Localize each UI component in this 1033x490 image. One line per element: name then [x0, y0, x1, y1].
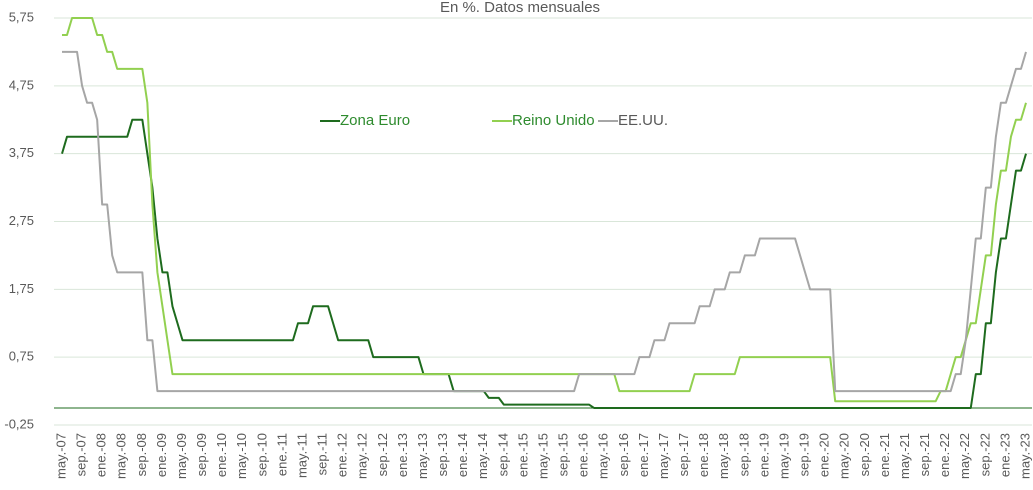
y-tick-label: 1,75 [9, 281, 34, 296]
y-tick-label: 5,75 [9, 9, 34, 24]
x-tick-label: may.-14 [475, 433, 490, 479]
x-tick-label: ene.-10 [214, 433, 229, 477]
x-tick-label: may.-16 [596, 433, 611, 479]
x-tick-label: may.-11 [294, 433, 309, 478]
x-tick-label: may.-09 [174, 433, 189, 479]
x-tick-label: ene.-16 [576, 433, 591, 477]
x-tick-label: ene.-17 [636, 433, 651, 477]
x-tick-label: ene.-18 [696, 433, 711, 477]
x-tick-label: sep.-12 [375, 433, 390, 476]
x-tick-label: sep.-19 [797, 433, 812, 476]
x-tick-label: may.-13 [415, 433, 430, 479]
x-tick-label: sep.-09 [194, 433, 209, 476]
chart-subtitle: En %. Datos mensuales [440, 0, 600, 16]
x-tick-label: ene.-08 [94, 433, 109, 477]
y-tick-label: 3,75 [9, 145, 34, 160]
x-tick-label: may.-23 [1017, 433, 1032, 479]
x-tick-label: ene.-14 [455, 433, 470, 477]
x-tick-label: may.-19 [776, 433, 791, 479]
x-tick-label: sep.-11 [315, 433, 330, 475]
x-tick-label: sep.-22 [977, 433, 992, 476]
x-tick-label: sep.-18 [736, 433, 751, 476]
x-tick-label: may.-18 [716, 433, 731, 479]
x-tick-label: sep.-13 [435, 433, 450, 476]
x-tick-label: may.-10 [234, 433, 249, 479]
x-tick-label: ene.-19 [756, 433, 771, 477]
x-tick-label: ene.-23 [997, 433, 1012, 477]
y-tick-label: 2,75 [9, 213, 34, 228]
legend-label: EE.UU. [618, 112, 668, 129]
x-tick-label: sep.-20 [857, 433, 872, 476]
y-tick-label: 4,75 [9, 77, 34, 92]
x-tick-label: may.-17 [656, 433, 671, 479]
x-tick-label: may.-12 [355, 433, 370, 479]
x-tick-label: may.-08 [114, 433, 129, 479]
x-tick-label: ene.-22 [937, 433, 952, 477]
x-tick-label: sep.-21 [917, 433, 932, 476]
x-tick-label: sep.-14 [495, 433, 510, 476]
x-tick-label: ene.-12 [335, 433, 350, 477]
legend-label: Zona Euro [340, 112, 410, 129]
x-tick-label: sep.-10 [254, 433, 269, 476]
x-tick-label: ene.-13 [395, 433, 410, 477]
series-line [62, 17, 1027, 403]
x-tick-label: sep.-08 [134, 433, 149, 476]
x-tick-label: ene.-20 [817, 433, 832, 477]
x-tick-label: sep.-15 [556, 433, 571, 476]
x-tick-label: ene.-09 [154, 433, 169, 477]
series-line [61, 118, 1027, 410]
x-tick-label: may.-22 [957, 433, 972, 479]
x-tick-label: may.-21 [897, 433, 912, 479]
x-tick-label: ene.-15 [515, 433, 530, 477]
y-tick-label: -0,25 [4, 416, 34, 431]
x-tick-label: ene.-21 [877, 433, 892, 477]
x-tick-label: ene.-11 [274, 433, 289, 476]
x-tick-label: sep.-16 [616, 433, 631, 476]
x-tick-label: may.-20 [837, 433, 852, 479]
x-tick-label: sep.-07 [74, 433, 89, 476]
x-tick-label: may.-07 [53, 433, 68, 479]
x-tick-label: sep.-17 [676, 433, 691, 476]
legend-label: Reino Unido [512, 112, 595, 129]
y-tick-label: 0,75 [9, 349, 34, 364]
x-tick-label: may.-15 [535, 433, 550, 479]
series-line [62, 50, 1027, 393]
